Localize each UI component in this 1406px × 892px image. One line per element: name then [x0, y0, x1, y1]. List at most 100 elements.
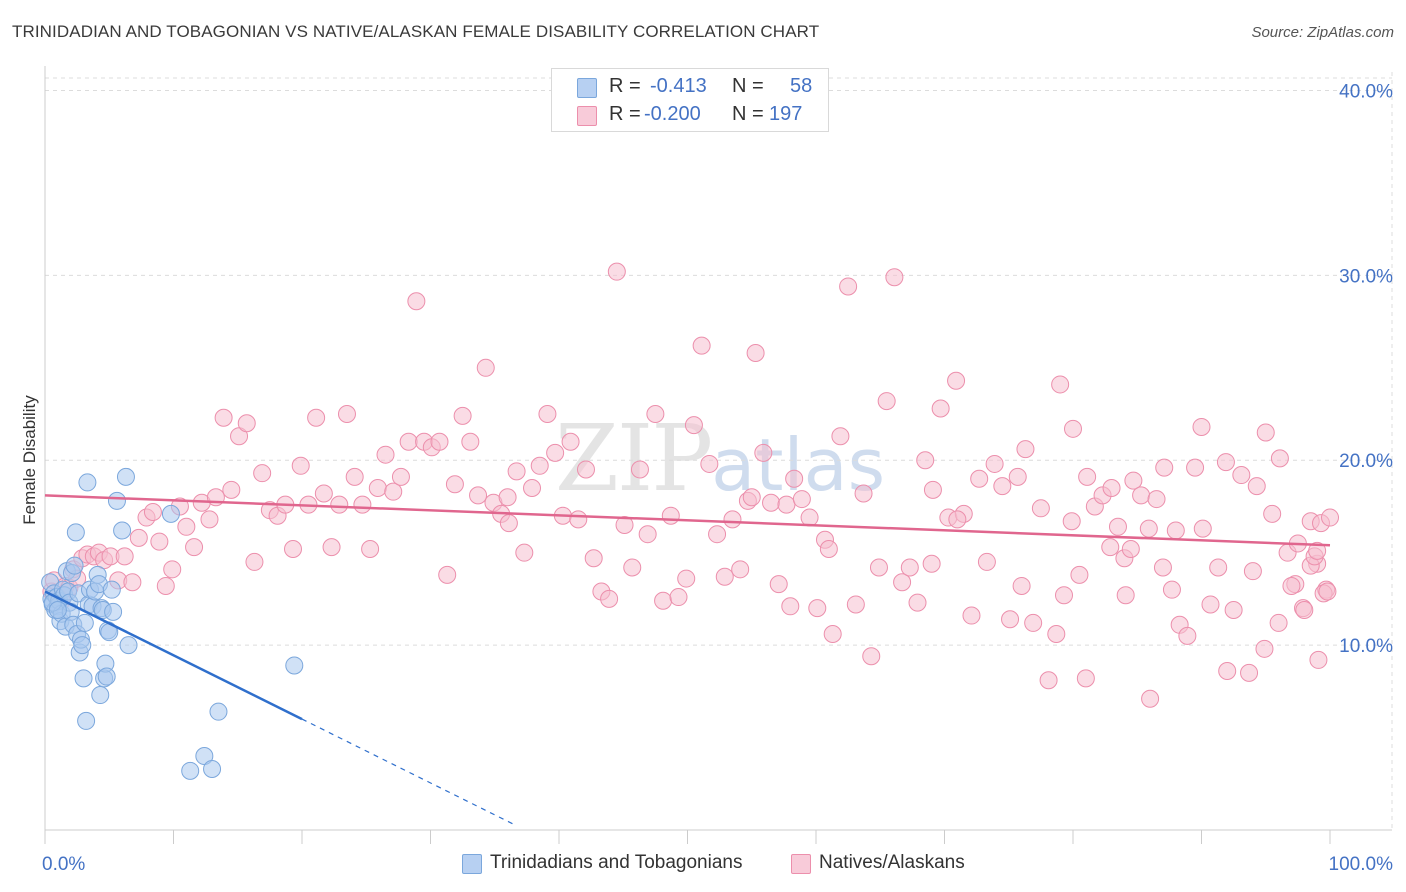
natives-point	[1031, 499, 1050, 518]
natives-point	[1282, 576, 1301, 595]
natives-point	[399, 432, 418, 451]
natives-point	[1070, 565, 1089, 584]
natives-point	[1008, 467, 1027, 486]
natives-point	[322, 538, 341, 557]
legend-row-natives: R = -0.200 N = 197	[552, 101, 828, 129]
natives-point	[507, 462, 526, 481]
natives-point	[330, 495, 349, 514]
trinidadian-point	[74, 669, 93, 688]
trinidadian-point	[77, 711, 96, 730]
natives-point	[922, 554, 941, 573]
natives-point	[792, 490, 811, 509]
natives-point	[1076, 669, 1095, 688]
natives-point	[1216, 453, 1235, 472]
natives-point	[1192, 417, 1211, 436]
natives-point	[715, 567, 734, 586]
natives-point	[523, 478, 542, 497]
trinidadian-point	[48, 600, 67, 619]
trinidadian-point	[161, 504, 180, 523]
natives-trend-line	[44, 494, 1331, 547]
natives-point	[498, 488, 517, 507]
trinidadian-point	[66, 523, 85, 542]
natives-point	[1232, 466, 1251, 485]
natives-point	[150, 532, 169, 551]
natives-point	[1147, 490, 1166, 509]
trinidadian-point	[181, 761, 200, 780]
natives-point	[869, 558, 888, 577]
natives-point	[1201, 595, 1220, 614]
natives-point	[839, 277, 858, 296]
natives-point	[947, 371, 966, 390]
natives-point	[677, 569, 696, 588]
natives-point	[638, 525, 657, 544]
natives-point	[361, 539, 380, 558]
axis-layer	[44, 66, 1392, 844]
trinidadian-point	[91, 686, 110, 705]
natives-point	[800, 508, 819, 527]
source-label: Source: ZipAtlas.com	[1251, 24, 1394, 41]
legend-row-trinidadian: R = -0.413 N = 58	[552, 73, 828, 101]
natives-point	[823, 625, 842, 644]
natives-point	[900, 558, 919, 577]
legend-r-value: -0.200	[644, 103, 701, 125]
natives-point	[754, 443, 773, 462]
y-tick-label: 20.0%	[1339, 451, 1393, 472]
natives-point	[1162, 580, 1181, 599]
natives-point	[931, 399, 950, 418]
natives-point	[916, 451, 935, 470]
natives-point	[1178, 626, 1197, 645]
natives-point	[469, 486, 488, 505]
natives-point	[1101, 538, 1120, 557]
natives-point	[1218, 662, 1237, 681]
natives-point	[1209, 558, 1228, 577]
natives-point	[499, 514, 518, 533]
grid-layer	[45, 72, 1393, 830]
y-tick-label: 30.0%	[1339, 266, 1393, 287]
natives-point	[430, 432, 449, 451]
bottom-legend-label: Natives/Alaskans	[819, 852, 965, 873]
legend-r-label: R =	[609, 75, 641, 97]
natives-point	[391, 467, 410, 486]
natives-point	[345, 467, 364, 486]
natives-point	[1047, 625, 1066, 644]
natives-point	[1078, 467, 1097, 486]
natives-point	[692, 336, 711, 355]
natives-point	[291, 456, 310, 475]
natives-point	[1055, 586, 1074, 605]
natives-point	[561, 432, 580, 451]
natives-point	[546, 443, 565, 462]
trinidadian-point	[203, 759, 222, 778]
chart-title: TRINIDADIAN AND TOBAGONIAN VS NATIVE/ALA…	[12, 22, 820, 41]
natives-point	[123, 573, 142, 592]
correlation-legend: R = -0.413 N = 58 R = -0.200 N = 197	[551, 68, 829, 132]
natives-point	[569, 510, 588, 529]
natives-point	[1116, 586, 1135, 605]
natives-point	[453, 406, 472, 425]
bottom-legend-label: Trinidadians and Tobagonians	[490, 852, 743, 873]
trinidadian-points-layer	[41, 467, 304, 780]
trinidadian-point	[73, 636, 92, 655]
natives-point	[1024, 613, 1043, 632]
natives-point	[1263, 504, 1282, 523]
natives-point	[1321, 508, 1339, 527]
natives-point	[630, 460, 649, 479]
x-tick-label: 0.0%	[42, 854, 85, 875]
x-tick-label: 100.0%	[1329, 854, 1394, 875]
natives-point	[222, 480, 241, 499]
natives-point	[1016, 440, 1035, 459]
trinidadian-trend-extension	[301, 718, 515, 825]
natives-point	[669, 588, 688, 607]
natives-point	[538, 405, 557, 424]
natives-point	[600, 589, 619, 608]
legend-n-value: 58	[790, 75, 813, 97]
natives-point	[237, 414, 256, 433]
natives-point	[615, 515, 634, 534]
natives-point	[445, 475, 464, 494]
natives-point	[777, 495, 796, 514]
natives-point	[1269, 613, 1288, 632]
natives-point	[623, 558, 642, 577]
natives-point	[646, 405, 665, 424]
legend-n-value: 197	[769, 103, 803, 125]
natives-point	[1139, 519, 1158, 538]
natives-point	[1240, 663, 1259, 682]
